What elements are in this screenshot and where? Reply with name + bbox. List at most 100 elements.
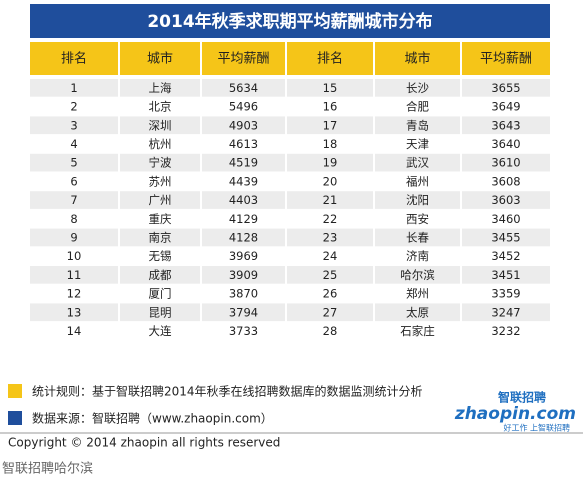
- cell-text: 宁波: [149, 156, 172, 170]
- cell: [287, 135, 373, 153]
- cell: [30, 209, 118, 228]
- cell: [30, 247, 118, 265]
- cell-text: 3452: [491, 249, 520, 263]
- cell-text: 昆明: [149, 305, 172, 319]
- cell: [462, 172, 550, 191]
- cell-text: 3451: [491, 268, 520, 282]
- cell-text: 长沙: [406, 81, 429, 95]
- header-text: 排名: [317, 51, 343, 67]
- header-cell: [462, 42, 550, 75]
- cell-text: 10: [67, 249, 82, 263]
- cell-text: 4403: [229, 193, 258, 207]
- caption: 智联招聘哈尔滨: [2, 461, 93, 477]
- cell-text: 合肥: [406, 100, 429, 114]
- title: 2014年秋季求职期平均薪酬城市分布: [147, 11, 432, 32]
- cell-text: 6: [70, 174, 77, 188]
- cell-text: 成都: [149, 268, 172, 282]
- cell-text: 13: [67, 305, 82, 319]
- cell-text: 8: [70, 212, 77, 226]
- cell-text: 3649: [491, 100, 520, 114]
- cell: [375, 322, 460, 340]
- cell-text: 厦门: [149, 287, 172, 301]
- cell-text: 18: [323, 137, 338, 151]
- note: 数据来源：智联招聘（www.zhaopin.com）: [32, 411, 273, 426]
- cell-text: 3603: [491, 193, 520, 207]
- cell: [30, 322, 118, 340]
- cell-text: 3608: [491, 174, 520, 188]
- cell: [30, 172, 118, 191]
- cell-text: 4128: [229, 230, 258, 244]
- cell-text: 福州: [406, 174, 429, 188]
- cell-text: 27: [323, 305, 338, 319]
- cell: [375, 172, 460, 191]
- cell: [375, 191, 460, 209]
- cell-text: 武汉: [406, 156, 429, 170]
- cell: [462, 228, 550, 247]
- cell-text: 3655: [491, 81, 520, 95]
- cell: [30, 284, 118, 303]
- cell: [462, 322, 550, 340]
- cell-text: 广州: [149, 193, 172, 207]
- cell: [375, 97, 460, 116]
- cell-text: 5634: [229, 81, 258, 95]
- cell: [287, 303, 373, 322]
- cell-text: 苏州: [149, 174, 172, 188]
- note: 统计规则：基于智联招聘2014年秋季在线招聘数据库的数据监测统计分析: [32, 384, 423, 399]
- cell: [462, 191, 550, 209]
- cell: [30, 191, 118, 209]
- cell-text: 25: [323, 268, 338, 282]
- header-cell: [375, 42, 460, 75]
- cell-text: 3794: [229, 305, 258, 319]
- header-text: 平均薪酬: [480, 52, 532, 67]
- header-cell: [202, 42, 285, 75]
- cell: [120, 135, 200, 153]
- cell: [30, 135, 118, 153]
- cell-text: 21: [323, 193, 338, 207]
- cell-text: 3909: [229, 268, 258, 282]
- cell-text: 24: [323, 249, 338, 263]
- logo-slogan: 好工作 上智联招聘: [503, 423, 570, 433]
- cell: [120, 97, 200, 116]
- cell-text: 5496: [229, 100, 258, 114]
- header-cell: [287, 42, 373, 75]
- cell: [120, 172, 200, 191]
- cell-text: 4129: [229, 212, 258, 226]
- cell-text: 14: [67, 324, 82, 338]
- cell: [375, 209, 460, 228]
- cell: [120, 79, 200, 97]
- cell: [120, 247, 200, 265]
- cell-text: 1: [70, 81, 77, 95]
- cell: [462, 153, 550, 172]
- cell: [120, 116, 200, 135]
- logo-brand: 智联招聘: [497, 390, 546, 405]
- header-text: 城市: [404, 51, 430, 67]
- title-bar: [30, 4, 550, 38]
- cell: [30, 97, 118, 116]
- cell-text: 3640: [491, 137, 520, 151]
- cell-text: 20: [323, 174, 338, 188]
- cell: [462, 303, 550, 322]
- cell-text: 19: [323, 156, 338, 170]
- cell-text: 石家庄: [400, 324, 435, 338]
- header-text: 城市: [147, 51, 173, 67]
- cell-text: 长春: [406, 230, 429, 244]
- cell-text: 上海: [149, 81, 172, 95]
- cell: [202, 228, 285, 247]
- cell-text: 济南: [406, 249, 429, 263]
- cell: [287, 284, 373, 303]
- cell: [375, 79, 460, 97]
- cell-text: 28: [323, 324, 338, 338]
- cell: [202, 135, 285, 153]
- cell: [462, 79, 550, 97]
- cell-text: 3232: [491, 324, 520, 338]
- cell: [120, 191, 200, 209]
- cell: [120, 266, 200, 284]
- cell: [287, 266, 373, 284]
- cell: [287, 79, 373, 97]
- cell: [375, 116, 460, 135]
- cell: [462, 97, 550, 116]
- cell-text: 4439: [229, 174, 258, 188]
- header-cell: [30, 42, 118, 75]
- cell: [30, 79, 118, 97]
- cell-text: 7: [70, 193, 77, 207]
